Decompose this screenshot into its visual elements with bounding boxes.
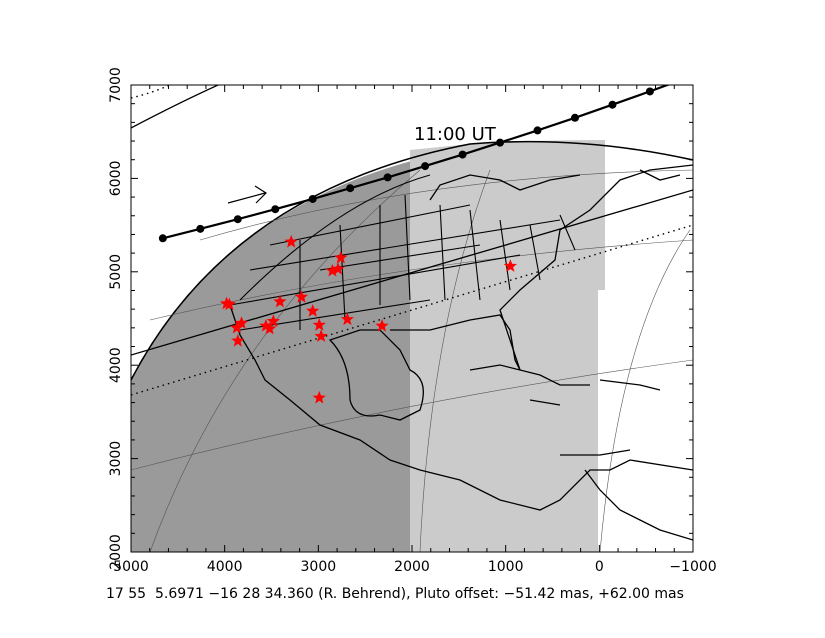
x-tick-label: −1000 xyxy=(669,559,716,575)
time-marker-13 xyxy=(645,87,654,96)
x-tick-label: 1000 xyxy=(488,559,524,575)
station-star-10 xyxy=(234,316,249,329)
observer-stations xyxy=(219,234,517,404)
southern-shadow-limit xyxy=(131,189,693,356)
station-star-9 xyxy=(306,304,320,317)
time-marker-8 xyxy=(458,150,467,159)
time-marker-7 xyxy=(421,162,430,171)
northern-shadow-limit xyxy=(131,85,220,129)
coastlines xyxy=(229,164,693,541)
time-marker-11 xyxy=(570,113,579,122)
time-marker-14 xyxy=(683,74,691,82)
time-marker-2 xyxy=(233,215,242,224)
y-tick-label: 5000 xyxy=(108,254,124,290)
station-star-1 xyxy=(334,250,348,264)
night-shade xyxy=(131,148,470,552)
us-state-borders xyxy=(229,174,576,331)
x-tick-label: 5000 xyxy=(113,559,149,575)
northern-shadow-limit-dotted xyxy=(131,85,172,99)
time-marker-6 xyxy=(383,173,392,182)
station-star-7 xyxy=(222,297,236,311)
x-tick-label: 2000 xyxy=(394,559,430,575)
y-tick-label: 2000 xyxy=(108,534,124,570)
twilight-shade xyxy=(410,140,605,552)
y-tick-label: 7000 xyxy=(108,67,124,103)
time-marker-4 xyxy=(308,194,317,203)
time-marker-12 xyxy=(608,100,617,109)
station-star-0 xyxy=(284,234,298,248)
x-tick-label: 3000 xyxy=(301,559,337,575)
station-star-14 xyxy=(266,314,280,327)
station-star-11 xyxy=(230,320,244,334)
time-marker-1 xyxy=(196,224,205,233)
station-star-3 xyxy=(325,263,339,277)
station-star-20 xyxy=(312,390,326,404)
earth-limb xyxy=(131,140,693,381)
station-star-18 xyxy=(314,329,328,342)
station-star-2 xyxy=(331,262,345,275)
station-star-19 xyxy=(231,333,245,347)
station-star-15 xyxy=(312,318,326,331)
station-star-5 xyxy=(294,290,309,303)
time-marker-0 xyxy=(158,234,167,243)
time-marker-5 xyxy=(346,184,355,193)
time-marker-9 xyxy=(496,138,505,147)
y-axis-tick-labels: 2000 3000 4000 5000 6000 7000 xyxy=(108,67,124,570)
x-tick-label: 4000 xyxy=(207,559,243,575)
direction-arrow-icon xyxy=(227,185,267,204)
time-marker-3 xyxy=(271,205,280,214)
time-marker-10 xyxy=(533,126,542,135)
station-star-16 xyxy=(340,312,354,326)
station-star-17 xyxy=(375,319,389,332)
x-tick-label: 0 xyxy=(595,559,604,575)
station-star-13 xyxy=(259,319,273,332)
station-star-4 xyxy=(503,259,517,272)
station-star-12 xyxy=(263,321,277,335)
y-tick-label: 6000 xyxy=(108,161,124,197)
time-markers xyxy=(158,74,691,243)
x-axis-tick-labels: 5000 4000 3000 2000 1000 0 −1000 xyxy=(113,559,717,575)
station-star-8 xyxy=(273,294,287,308)
y-tick-label: 3000 xyxy=(108,441,124,477)
occultation-parameters-caption: 17 55 5.6971 −16 28 34.360 (R. Behrend),… xyxy=(106,586,684,602)
y-tick-label: 4000 xyxy=(108,347,124,383)
graticule xyxy=(131,169,693,552)
time-label: 11:00 UT xyxy=(414,124,497,145)
axis-ticks xyxy=(130,84,694,553)
